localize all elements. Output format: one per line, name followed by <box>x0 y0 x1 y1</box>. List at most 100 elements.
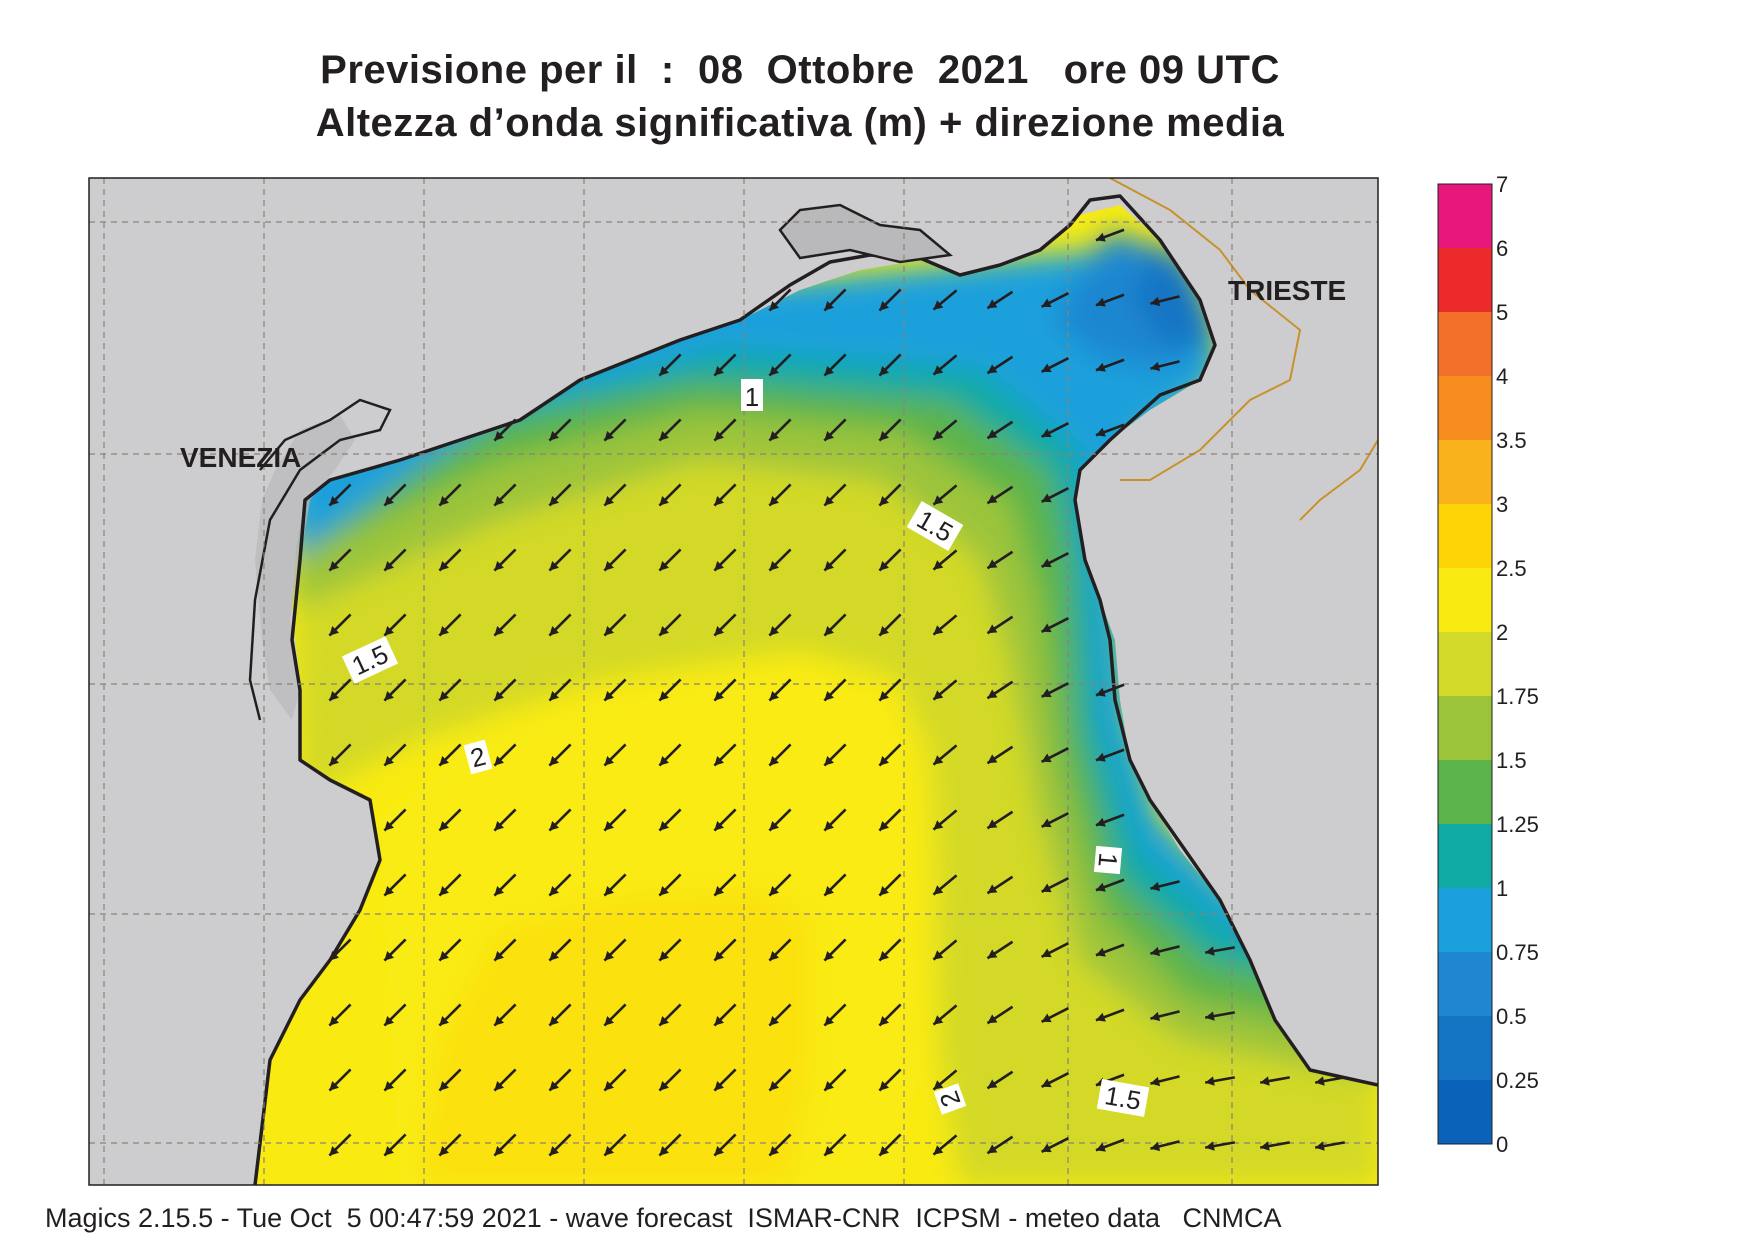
direction-arrow-head <box>439 626 449 636</box>
direction-arrow-head <box>1095 687 1106 697</box>
direction-arrow-head <box>824 561 834 571</box>
direction-arrow-head <box>384 1081 394 1091</box>
direction-arrow-head <box>824 886 834 896</box>
lagoon-outline <box>248 398 392 721</box>
direction-arrow-head <box>604 691 614 701</box>
direction-arrow-head <box>329 1146 339 1156</box>
direction-arrow-head <box>769 301 779 311</box>
direction-arrow-head <box>1260 1141 1270 1151</box>
direction-arrow-head <box>769 756 779 766</box>
direction-arrow-head <box>549 886 559 896</box>
direction-arrow-head <box>549 951 559 961</box>
grado-lagoon <box>778 203 953 264</box>
direction-arrow-head <box>329 1081 339 1091</box>
direction-arrow-head <box>1095 882 1106 892</box>
direction-arrow-head <box>933 365 944 375</box>
direction-arrow-head <box>384 561 394 571</box>
direction-arrow-head <box>987 364 998 374</box>
direction-arrow-head <box>494 691 504 701</box>
direction-arrow-head <box>987 624 998 634</box>
direction-arrow-head <box>714 1016 724 1026</box>
direction-arrow-head <box>1095 947 1106 957</box>
direction-arrow-head <box>1315 1141 1325 1151</box>
direction-arrow-head <box>329 951 339 961</box>
direction-arrow-head <box>604 886 614 896</box>
direction-arrow-head <box>1205 1076 1215 1086</box>
direction-arrow-head <box>384 821 394 831</box>
direction-arrow-head <box>1095 362 1106 372</box>
direction-arrow-head <box>714 691 724 701</box>
direction-arrow-head <box>987 819 998 829</box>
direction-arrow-head <box>549 691 559 701</box>
place-label-trieste: TRIESTE <box>1228 275 1346 306</box>
direction-arrow-head <box>384 886 394 896</box>
direction-arrow-head <box>879 366 889 376</box>
direction-arrow-head <box>439 756 449 766</box>
legend-tick-label: 1.75 <box>1496 684 1539 709</box>
graticule <box>89 178 1378 1185</box>
direction-arrow-head <box>879 561 889 571</box>
national-border-east <box>1299 439 1378 521</box>
coastline-north-east <box>298 194 1378 1087</box>
direction-arrow-head <box>824 951 834 961</box>
direction-arrow-head <box>1205 1141 1215 1151</box>
direction-arrow-head <box>879 951 889 961</box>
direction-arrow-head <box>879 1081 889 1091</box>
direction-arrow-head <box>769 1016 779 1026</box>
legend-swatch <box>1438 504 1492 568</box>
direction-arrow-head <box>879 886 889 896</box>
legend-tick-label: 5 <box>1496 300 1508 325</box>
direction-arrow-head <box>987 494 998 504</box>
direction-arrow-head <box>1041 948 1052 958</box>
direction-arrow-head <box>1041 623 1052 633</box>
legend-tick-label: 0.25 <box>1496 1068 1539 1093</box>
direction-arrow-head <box>987 1014 998 1024</box>
direction-arrow-head <box>329 561 339 571</box>
direction-arrow-head <box>769 951 779 961</box>
direction-arrow-head <box>879 301 889 311</box>
direction-arrow-head <box>439 886 449 896</box>
direction-arrow-head <box>1041 688 1052 698</box>
direction-arrow-head <box>933 1015 944 1025</box>
direction-arrow-head <box>439 951 449 961</box>
direction-arrow-head <box>659 431 669 441</box>
legend-swatch <box>1438 632 1492 696</box>
direction-arrow-head <box>1260 1076 1270 1086</box>
legend-swatch <box>1438 952 1492 1016</box>
direction-arrow-head <box>714 431 724 441</box>
direction-arrow-head <box>494 1146 504 1156</box>
direction-arrow-head <box>1095 1142 1106 1152</box>
direction-arrow-head <box>604 626 614 636</box>
direction-arrow-head <box>769 626 779 636</box>
direction-arrow-head <box>933 1145 944 1155</box>
direction-arrow-head <box>329 626 339 636</box>
direction-arrow-head <box>933 430 944 440</box>
legend-tick-label: 6 <box>1496 236 1508 261</box>
direction-arrow-head <box>714 561 724 571</box>
direction-arrow-head <box>879 1016 889 1026</box>
direction-arrow-head <box>549 626 559 636</box>
contour-label-1-north: 1 <box>745 382 759 412</box>
direction-arrow-head <box>494 496 504 506</box>
legend-tick-label: 4 <box>1496 364 1508 389</box>
direction-arrow-head <box>879 626 889 636</box>
direction-arrow-head <box>714 366 724 376</box>
direction-arrow-head <box>1150 361 1161 372</box>
direction-arrow-head <box>769 561 779 571</box>
direction-arrow-head <box>1095 297 1106 307</box>
direction-arrow-head <box>329 756 339 766</box>
map-frame <box>88 177 1379 1186</box>
direction-arrow-head <box>604 756 614 766</box>
direction-arrow-head <box>987 429 998 439</box>
direction-arrow-head <box>659 626 669 636</box>
direction-arrow-head <box>549 1081 559 1091</box>
direction-arrow-head <box>494 886 504 896</box>
direction-arrow-head <box>384 496 394 506</box>
direction-arrow-head <box>987 299 998 309</box>
direction-arrow-head <box>1315 1076 1325 1086</box>
direction-arrow-head <box>549 756 559 766</box>
direction-arrow-head <box>604 1081 614 1091</box>
direction-arrow-head <box>714 1081 724 1091</box>
direction-arrow-head <box>879 691 889 701</box>
